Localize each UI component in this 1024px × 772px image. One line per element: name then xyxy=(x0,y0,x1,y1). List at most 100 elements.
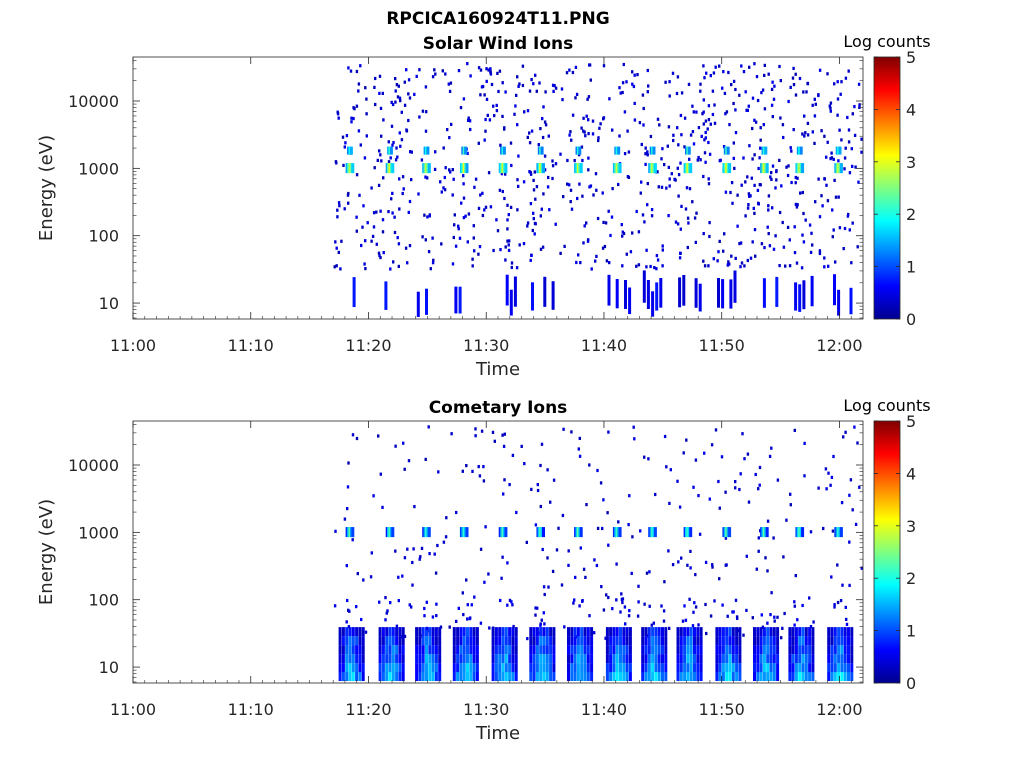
heatmap-cell xyxy=(406,547,409,551)
low-energy-cell xyxy=(651,663,655,673)
heatmap-cell xyxy=(794,574,797,578)
heatmap-cell xyxy=(403,80,406,84)
heatmap-cell xyxy=(827,471,830,475)
heatmap-cell xyxy=(575,260,578,265)
heatmap-cell xyxy=(649,134,653,139)
low-energy-cell xyxy=(756,672,760,681)
low-energy-cell xyxy=(769,654,773,664)
heatmap-cell xyxy=(633,437,636,441)
low-energy-cell xyxy=(438,672,442,681)
heatmap-cell xyxy=(704,560,708,564)
heatmap-cell xyxy=(730,83,733,87)
low-energy-cell xyxy=(843,663,847,673)
peak-cell xyxy=(427,163,431,174)
low-energy-cell xyxy=(341,627,345,637)
heatmap-cell xyxy=(539,463,542,468)
heatmap-cell xyxy=(773,84,776,88)
low-energy-cell xyxy=(646,280,650,309)
heatmap-cell xyxy=(343,517,347,521)
y-tick-label: 10 xyxy=(99,658,119,677)
heatmap-cell xyxy=(525,540,528,544)
heatmap-cell xyxy=(774,234,777,238)
heatmap-cell xyxy=(832,454,835,459)
low-energy-cell xyxy=(728,636,732,646)
heatmap-cell xyxy=(444,535,448,539)
heatmap-cell xyxy=(433,68,436,72)
heatmap-cell xyxy=(431,261,435,265)
low-energy-cell xyxy=(811,663,815,673)
heatmap-cell xyxy=(503,127,506,131)
heatmap-cell xyxy=(528,170,531,174)
low-energy-cell xyxy=(514,654,518,664)
heatmap-cell xyxy=(535,185,539,189)
heatmap-cell xyxy=(767,232,770,236)
peak-cell xyxy=(617,146,621,155)
low-energy-cell xyxy=(542,663,546,673)
heatmap-cell xyxy=(584,134,587,138)
heatmap-cell xyxy=(602,64,606,68)
low-energy-cell xyxy=(421,663,425,673)
heatmap-cell xyxy=(709,74,712,78)
heatmap-cell xyxy=(753,62,756,66)
low-energy-cell xyxy=(395,636,399,646)
colorbar-tick-label: 1 xyxy=(906,622,916,641)
heatmap-cell xyxy=(504,258,507,262)
heatmap-cell xyxy=(506,239,509,243)
scatter-cell xyxy=(536,606,539,610)
scatter-cell xyxy=(650,623,653,627)
heatmap-cell xyxy=(754,472,757,477)
heatmap-cell xyxy=(792,66,795,70)
low-energy-cell xyxy=(644,636,648,646)
scatter-cell xyxy=(793,623,796,627)
low-energy-cell xyxy=(501,663,505,673)
heatmap-cell xyxy=(671,71,675,75)
heatmap-cell xyxy=(747,104,750,108)
low-energy-cell xyxy=(696,654,700,664)
heatmap-cell xyxy=(625,252,628,256)
low-energy-cell xyxy=(415,636,419,646)
low-energy-cell xyxy=(385,654,389,664)
heatmap-cell xyxy=(370,186,373,190)
low-energy-cell xyxy=(358,654,362,664)
low-energy-cell xyxy=(850,636,854,646)
low-energy-cell xyxy=(693,672,696,681)
heatmap-cell xyxy=(501,81,504,85)
heatmap-cell xyxy=(381,218,385,222)
heatmap-cell xyxy=(516,178,519,182)
low-energy-cell xyxy=(358,636,362,646)
heatmap-cell xyxy=(696,158,699,162)
low-energy-cell xyxy=(573,636,577,646)
low-energy-cell xyxy=(341,672,345,681)
heatmap-cell xyxy=(568,68,571,72)
heatmap-cell xyxy=(842,435,845,439)
low-energy-cell xyxy=(641,663,645,673)
low-energy-cell xyxy=(552,654,556,664)
heatmap-cell xyxy=(526,224,529,228)
heatmap-cell xyxy=(853,105,856,109)
low-energy-cell xyxy=(788,627,792,637)
heatmap-cell xyxy=(695,110,698,114)
heatmap-cell xyxy=(649,264,652,269)
heatmap-cell xyxy=(668,177,671,181)
low-energy-cell xyxy=(696,645,700,655)
heatmap-cell xyxy=(752,206,755,210)
low-energy-cell xyxy=(753,636,756,646)
heatmap-cell xyxy=(688,157,691,161)
heatmap-cell xyxy=(789,85,792,89)
heatmap-cell xyxy=(472,236,475,240)
heatmap-cell xyxy=(642,123,645,127)
low-energy-cell xyxy=(475,627,479,637)
low-energy-cell xyxy=(850,672,854,681)
heatmap-cell xyxy=(775,169,778,173)
heatmap-cell xyxy=(570,430,573,434)
heatmap-cell xyxy=(541,245,545,249)
low-energy-cell xyxy=(721,645,725,655)
heatmap-cell xyxy=(450,122,453,126)
heatmap-cell xyxy=(763,63,766,67)
heatmap-cell xyxy=(680,556,683,560)
heatmap-cell xyxy=(684,618,688,622)
low-energy-cell xyxy=(847,663,850,673)
heatmap-cell xyxy=(594,259,597,263)
heatmap-cell xyxy=(452,235,455,240)
low-energy-cell xyxy=(766,672,770,681)
